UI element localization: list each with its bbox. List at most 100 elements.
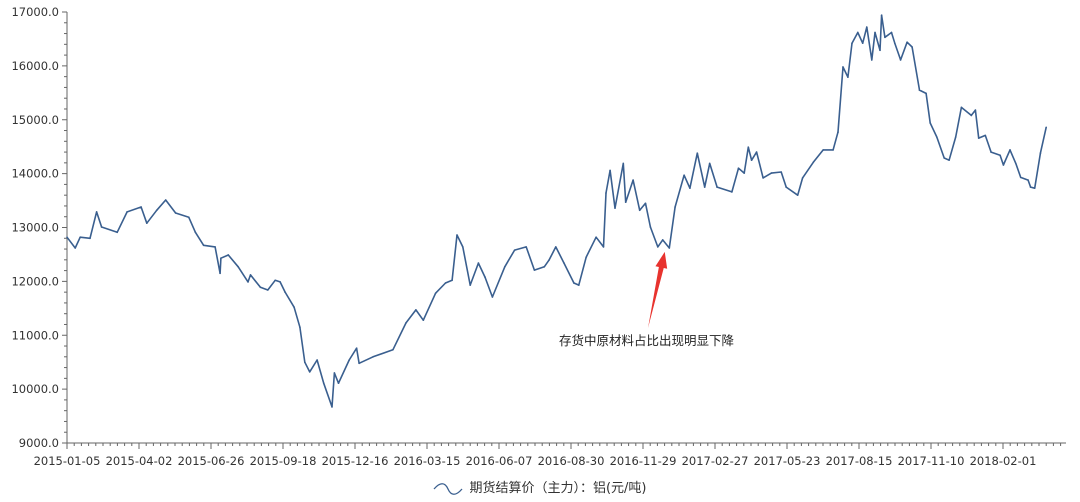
data-point	[237, 266, 239, 268]
data-point	[259, 286, 262, 289]
data-point	[469, 284, 472, 286]
data-point	[785, 186, 787, 188]
data-point	[100, 226, 103, 228]
data-point	[140, 206, 142, 208]
x-tick-label: 2015-01-05	[34, 454, 101, 468]
data-point	[780, 171, 783, 173]
y-tick-label: 13000.0	[11, 221, 59, 235]
data-point	[274, 279, 276, 282]
data-point	[451, 279, 453, 282]
data-point	[880, 14, 883, 17]
data-point	[333, 372, 336, 374]
data-point	[219, 272, 221, 275]
data-point	[649, 226, 652, 228]
data-point	[1027, 179, 1029, 181]
x-tick-label: 2015-09-18	[250, 454, 317, 468]
data-point	[415, 309, 417, 311]
data-point	[884, 36, 886, 39]
x-tick-label: 2017-05-23	[754, 454, 821, 468]
x-tick-label: 2015-04-02	[106, 454, 173, 468]
data-point	[762, 177, 764, 179]
data-point	[847, 76, 849, 78]
annotation-arrow-icon	[648, 251, 668, 328]
data-point	[434, 292, 437, 295]
data-point	[918, 89, 921, 91]
x-tick-label: 2015-12-16	[322, 454, 389, 468]
x-tick-label: 2018-02-01	[970, 454, 1037, 468]
data-point	[812, 161, 815, 164]
data-point	[456, 234, 458, 236]
data-point	[95, 211, 98, 213]
x-tick-label: 2015-06-26	[178, 454, 245, 468]
y-tick-label: 15000.0	[11, 113, 59, 127]
data-point	[716, 186, 718, 188]
data-point	[392, 348, 394, 351]
data-point	[731, 191, 733, 193]
data-point	[948, 159, 950, 161]
data-point	[1002, 164, 1005, 166]
data-point	[155, 209, 158, 212]
data-point	[1045, 126, 1047, 129]
data-point	[146, 222, 148, 224]
data-point	[164, 199, 167, 201]
data-point	[126, 211, 128, 213]
data-point	[543, 266, 546, 268]
data-point	[279, 281, 281, 283]
data-point	[304, 361, 306, 363]
data-point	[609, 169, 611, 172]
data-point	[879, 49, 881, 52]
data-point	[974, 109, 977, 111]
data-point	[284, 291, 286, 293]
data-point	[491, 296, 494, 298]
x-axis: 2015-01-05 2015-04-02 2015-06-26 2015-09-18…	[34, 442, 1066, 468]
data-point	[578, 284, 580, 286]
data-point	[851, 42, 853, 45]
data-point	[187, 216, 190, 219]
data-point	[822, 149, 825, 151]
y-tick-label: 10000.0	[11, 382, 59, 396]
data-point	[960, 106, 963, 109]
data-point	[308, 371, 311, 373]
data-point	[477, 262, 480, 264]
data-point	[533, 269, 536, 271]
data-point	[605, 192, 607, 194]
data-point	[796, 194, 799, 196]
data-point	[856, 31, 859, 34]
data-point	[1009, 149, 1011, 151]
data-point	[624, 201, 627, 203]
data-point	[194, 231, 197, 234]
x-tick-label: 2017-02-27	[682, 454, 749, 468]
data-point	[484, 276, 486, 278]
data-point	[837, 131, 839, 133]
data-point	[755, 151, 758, 153]
x-tick-label: 2016-08-30	[538, 454, 605, 468]
x-tick-label: 2016-06-07	[466, 454, 533, 468]
data-point	[444, 282, 447, 284]
y-axis: 9000.0 10000.0 11000.0 12000.0 13000.0 14000.…	[11, 5, 68, 450]
data-point	[977, 137, 980, 139]
legend[interactable]: 期货结算价（主力）：铝(元/吨)	[0, 477, 1080, 496]
data-point	[708, 162, 711, 165]
data-point	[668, 247, 671, 249]
data-point	[249, 274, 252, 276]
data-point	[202, 244, 205, 247]
data-point	[247, 281, 249, 283]
data-point	[405, 322, 407, 324]
y-tick-label: 17000.0	[11, 5, 59, 19]
data-point	[999, 154, 1001, 157]
data-point	[358, 362, 360, 365]
data-point	[372, 356, 374, 358]
annotation-text: 存货中原材料占比出现明显下降	[559, 333, 735, 348]
data-point	[861, 42, 864, 45]
data-point	[638, 209, 641, 212]
data-point	[266, 289, 269, 291]
data-point	[842, 66, 844, 68]
data-point	[1019, 176, 1022, 179]
data-point	[316, 359, 318, 361]
data-point	[461, 246, 464, 248]
data-point	[79, 236, 81, 238]
data-point	[970, 114, 973, 117]
data-point	[929, 122, 931, 124]
legend-line-icon	[433, 482, 463, 495]
data-point	[563, 262, 565, 264]
